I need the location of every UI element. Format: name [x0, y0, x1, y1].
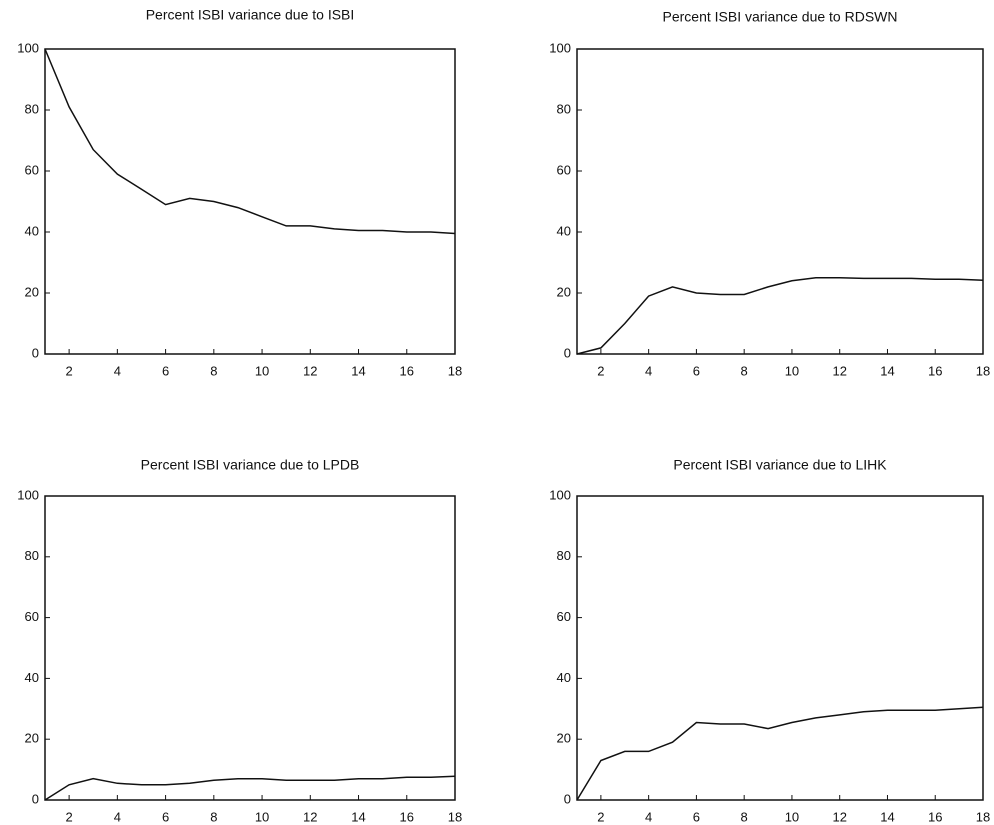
x-tick-label: 6 — [162, 809, 169, 824]
x-tick-label: 10 — [785, 363, 799, 378]
x-tick-label: 4 — [114, 363, 121, 378]
x-tick-label: 4 — [114, 809, 121, 824]
x-tick-label: 8 — [210, 809, 217, 824]
chart-title: Percent ISBI variance due to ISBI — [146, 7, 355, 23]
series-line — [44, 48, 456, 235]
x-tick-label: 18 — [976, 363, 990, 378]
x-tick-label: 12 — [303, 363, 317, 378]
x-tick-label: 10 — [255, 809, 269, 824]
x-tick-label: 12 — [832, 809, 846, 824]
x-tick-label: 16 — [928, 363, 942, 378]
x-tick-label: 16 — [400, 809, 414, 824]
x-tick-label: 2 — [66, 363, 73, 378]
y-tick-label: 0 — [564, 791, 571, 806]
plot-frame — [44, 495, 456, 801]
series-line — [576, 277, 984, 355]
plot-frame — [576, 48, 984, 355]
x-tick-label: 8 — [741, 809, 748, 824]
x-tick-label: 6 — [693, 809, 700, 824]
y-tick-label: 80 — [25, 548, 39, 563]
x-tick-label: 2 — [66, 809, 73, 824]
x-tick-label: 14 — [351, 363, 365, 378]
y-tick-label: 20 — [557, 731, 571, 746]
y-tick-label: 100 — [549, 487, 571, 502]
x-tick-label: 4 — [645, 363, 652, 378]
y-tick-label: 40 — [25, 670, 39, 685]
x-tick-label: 8 — [210, 363, 217, 378]
x-tick-label: 16 — [928, 809, 942, 824]
plot-frame — [576, 495, 984, 801]
y-tick-label: 20 — [25, 731, 39, 746]
y-tick-label: 0 — [32, 345, 39, 360]
y-tick-label: 60 — [25, 162, 39, 177]
x-tick-label: 10 — [785, 809, 799, 824]
x-tick-label: 4 — [645, 809, 652, 824]
y-tick-label: 20 — [25, 284, 39, 299]
y-tick-label: 40 — [557, 670, 571, 685]
x-tick-label: 14 — [880, 363, 894, 378]
y-tick-label: 60 — [557, 162, 571, 177]
y-tick-label: 80 — [557, 548, 571, 563]
y-tick-label: 20 — [557, 284, 571, 299]
y-tick-label: 80 — [25, 101, 39, 116]
x-tick-label: 16 — [400, 363, 414, 378]
chart-title: Percent ISBI variance due to RDSWN — [663, 9, 898, 25]
chart-title: Percent ISBI variance due to LIHK — [673, 457, 887, 473]
x-tick-label: 8 — [741, 363, 748, 378]
y-tick-label: 60 — [25, 609, 39, 624]
x-tick-label: 10 — [255, 363, 269, 378]
series-line — [576, 706, 984, 801]
y-tick-label: 40 — [25, 223, 39, 238]
y-tick-label: 100 — [549, 40, 571, 55]
y-tick-label: 100 — [17, 487, 39, 502]
y-tick-label: 80 — [557, 101, 571, 116]
y-tick-label: 60 — [557, 609, 571, 624]
x-tick-label: 2 — [597, 809, 604, 824]
x-tick-label: 14 — [351, 809, 365, 824]
chart-title: Percent ISBI variance due to LPDB — [141, 457, 360, 473]
x-tick-label: 6 — [693, 363, 700, 378]
x-tick-label: 18 — [976, 809, 990, 824]
x-tick-label: 12 — [832, 363, 846, 378]
y-tick-label: 0 — [564, 345, 571, 360]
y-tick-label: 0 — [32, 791, 39, 806]
x-tick-label: 12 — [303, 809, 317, 824]
x-tick-label: 18 — [448, 809, 462, 824]
plot-frame — [44, 48, 456, 355]
x-tick-label: 6 — [162, 363, 169, 378]
x-tick-label: 18 — [448, 363, 462, 378]
x-tick-label: 14 — [880, 809, 894, 824]
series-line — [44, 775, 456, 801]
y-tick-label: 100 — [17, 40, 39, 55]
y-tick-label: 40 — [557, 223, 571, 238]
x-tick-label: 2 — [597, 363, 604, 378]
